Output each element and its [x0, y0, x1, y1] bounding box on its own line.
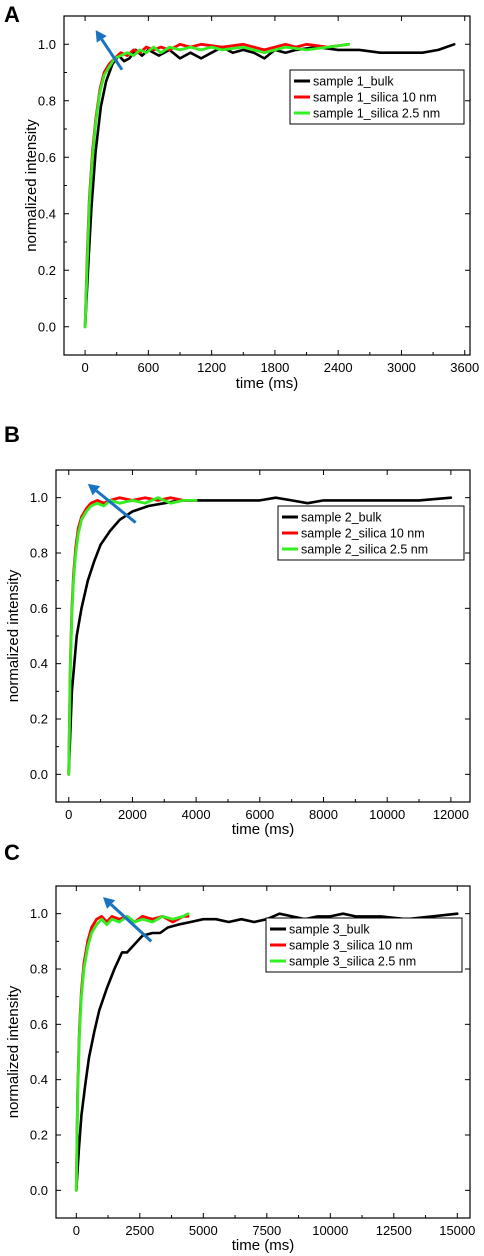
x-tick-label: 1800: [260, 360, 289, 375]
x-tick-label: 600: [138, 360, 160, 375]
x-tick-label: 10000: [369, 807, 405, 822]
legend-box: [277, 505, 465, 561]
panel-letter: A: [4, 2, 20, 27]
x-axis-title: time (ms): [236, 375, 299, 392]
trend-arrow-head: [95, 30, 107, 43]
y-tick-label: 0.2: [30, 712, 48, 727]
plot-frame: [63, 15, 471, 356]
y-tick-label: 0.6: [30, 1017, 48, 1032]
y-tick-label: 0.0: [30, 1183, 48, 1198]
series-line-1: [83, 43, 456, 329]
x-tick-label: 1200: [197, 360, 226, 375]
legend-label: sample 3_silica 10 nm: [289, 939, 413, 953]
x-axis-title: time (ms): [232, 821, 295, 838]
y-tick-label: 0.4: [38, 206, 56, 221]
y-tick-label: 0.6: [38, 150, 56, 165]
y-tick-label: 1.0: [30, 490, 48, 505]
legend-label: sample 1_silica 10 nm: [313, 91, 437, 105]
series-line-3: [74, 912, 190, 1192]
y-axis-title: normalized intensity: [5, 569, 22, 702]
x-tick-label: 2500: [125, 1223, 154, 1238]
trend-arrow-head: [102, 897, 116, 909]
legend-label: sample 2_silica 2.5 nm: [301, 543, 428, 557]
x-tick-label: 0: [65, 807, 72, 822]
panel-b-chart: B 0 2000 4000 6000 8000 10000 12000 0.0 0.2 0.4 0.6…: [4, 422, 471, 838]
x-tick-label: 2400: [324, 360, 353, 375]
y-tick-label: 1.0: [30, 906, 48, 921]
y-tick-label: 0.8: [38, 93, 56, 108]
y-tick-label: 0.6: [30, 601, 48, 616]
x-tick-label: 12500: [376, 1223, 412, 1238]
y-tick-label: 0.0: [38, 319, 56, 334]
panel-a-chart: A 0 600 1200 1800 2400 3000 3600 0.0 0.2 0.4 0.6 0.8…: [4, 2, 479, 392]
x-tick-label: 4000: [182, 807, 211, 822]
legend-label: sample 2_silica 10 nm: [301, 527, 425, 541]
x-tick-label: 8000: [309, 807, 338, 822]
series-line-3: [67, 496, 198, 776]
y-tick-label: 0.2: [38, 263, 56, 278]
x-tick-label: 12000: [433, 807, 469, 822]
y-tick-label: 0.0: [30, 767, 48, 782]
y-tick-label: 0.4: [30, 1072, 48, 1087]
x-tick-label: 7500: [252, 1223, 281, 1238]
series-line-2: [67, 496, 198, 776]
y-tick-label: 0.8: [30, 546, 48, 561]
legend-label: sample 1_silica 2.5 nm: [313, 107, 440, 121]
x-tick-label: 0: [81, 360, 88, 375]
x-tick-label: 3000: [387, 360, 416, 375]
y-tick-label: 1.0: [38, 37, 56, 52]
y-axis-title: normalized intensity: [5, 985, 22, 1118]
legend-box: [289, 69, 465, 125]
panel-letter: B: [4, 422, 20, 447]
x-tick-label: 0: [73, 1223, 80, 1238]
y-axis-title: normalized intensity: [23, 119, 40, 252]
x-tick-label: 3600: [450, 360, 479, 375]
y-tick-label: 0.4: [30, 656, 48, 671]
x-tick-label: 10000: [312, 1223, 348, 1238]
legend-label: sample 1_bulk: [313, 75, 394, 89]
x-tick-label: 5000: [189, 1223, 218, 1238]
legend-label: sample 2_bulk: [301, 511, 382, 525]
x-tick-label: 15000: [439, 1223, 475, 1238]
trend-arrow-shaft: [95, 489, 137, 524]
panel-letter: C: [4, 840, 20, 865]
trend-arrow-head: [87, 483, 101, 496]
legend-label: sample 3_bulk: [289, 923, 370, 937]
x-axis-title: time (ms): [232, 1237, 295, 1253]
panel-c-chart: C 0 2500 5000 7500 10000 12500 15000 0.0 0.2 0.4 0.…: [4, 840, 475, 1253]
legend-label: sample 3_silica 2.5 nm: [289, 955, 416, 969]
series-line-1: [75, 912, 459, 1192]
series-line-3: [83, 42, 351, 329]
series-line-2: [74, 915, 190, 1192]
trend-arrow-shaft: [100, 38, 124, 71]
legend-box: [265, 917, 463, 973]
y-tick-label: 0.8: [30, 962, 48, 977]
y-tick-label: 0.2: [30, 1128, 48, 1143]
x-tick-label: 6000: [245, 807, 274, 822]
trend-arrow-shaft: [110, 903, 153, 943]
x-tick-label: 2000: [118, 807, 147, 822]
